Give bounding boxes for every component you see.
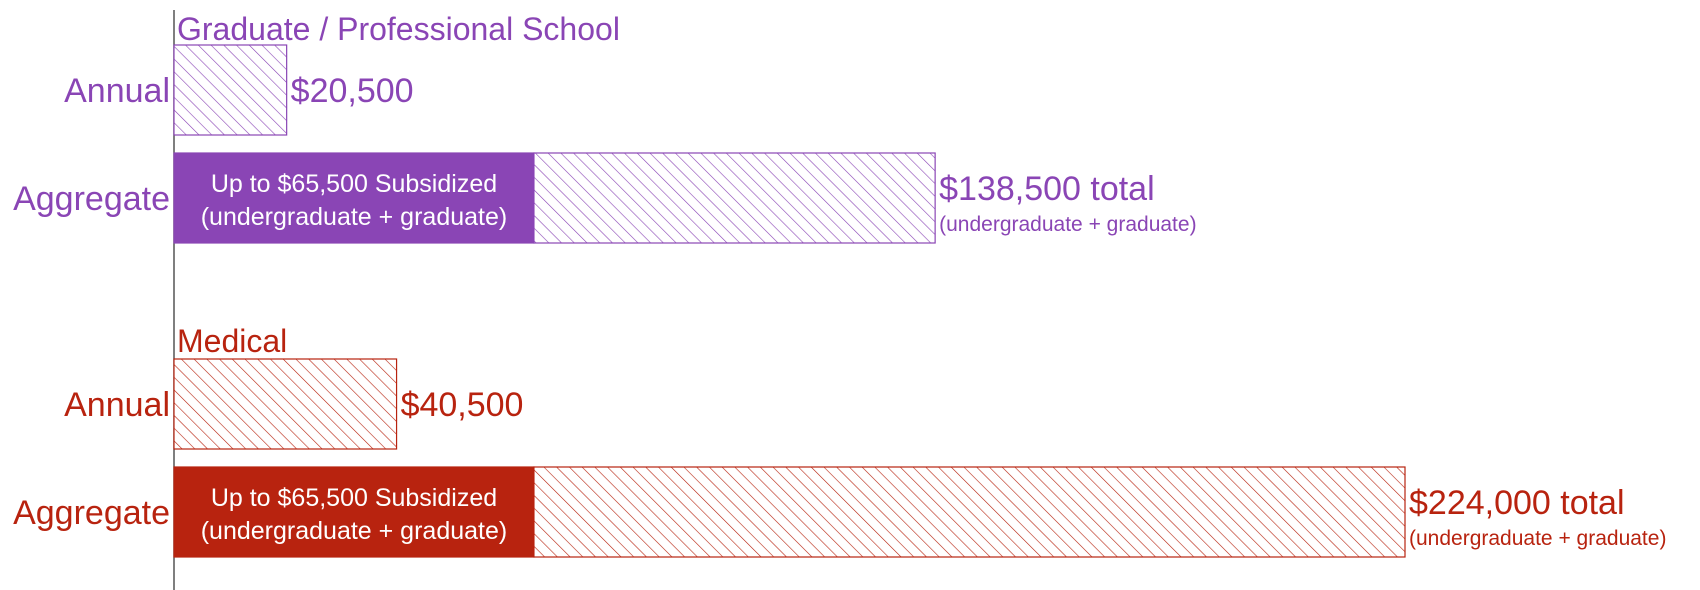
bar-segment-hatched: [173, 44, 288, 136]
group-title: Medical: [177, 323, 287, 359]
row-label: Annual: [64, 72, 170, 110]
segment-label: Up to $65,500 Subsidized: [211, 484, 497, 512]
bar-segment-hatched: [173, 358, 398, 450]
bar-segment-subsidized: [173, 152, 535, 244]
value-label: $40,500: [401, 386, 524, 424]
segment-label: Up to $65,500 Subsidized: [211, 170, 497, 198]
row-label: Aggregate: [13, 180, 170, 218]
row-label: Aggregate: [13, 494, 170, 532]
value-note: (undergraduate + graduate): [1409, 527, 1666, 550]
bar-segment-subsidized: [173, 466, 535, 558]
value-note: (undergraduate + graduate): [939, 213, 1196, 236]
value-label: $138,500 total: [939, 170, 1155, 208]
segment-label-note: (undergraduate + graduate): [201, 203, 507, 231]
bar-row-aggregate: Aggregate Up to $65,500 Subsidized (underg…: [13, 466, 1666, 558]
value-label: $224,000 total: [1409, 484, 1625, 522]
bar-segment-hatched: [533, 466, 1406, 558]
row-label: Annual: [64, 386, 170, 424]
bar-row-annual: Annual $40,500: [64, 358, 524, 450]
bar-row-aggregate: Aggregate Up to $65,500 Subsidized (underg…: [13, 152, 1197, 244]
bar-row-annual: Annual $20,500: [64, 44, 414, 136]
value-label: $20,500: [291, 72, 414, 110]
group-title: Graduate / Professional School: [177, 11, 620, 47]
segment-label-note: (undergraduate + graduate): [201, 517, 507, 545]
bar-segment-hatched: [533, 152, 936, 244]
